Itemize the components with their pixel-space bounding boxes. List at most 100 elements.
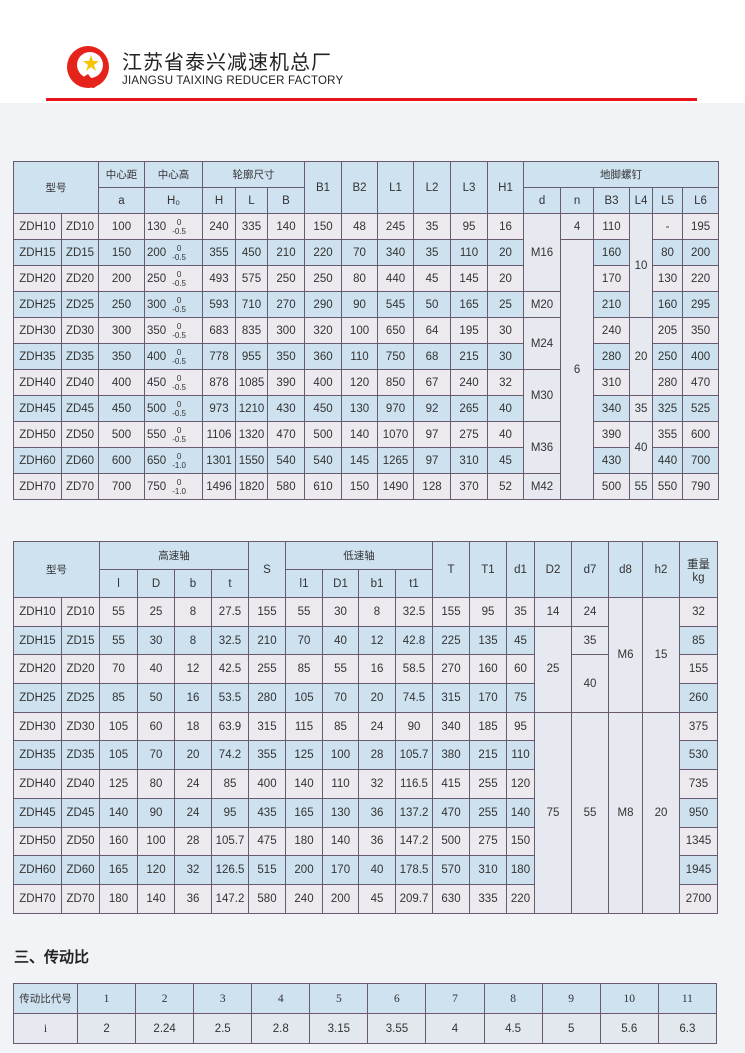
cell-B3: 280: [593, 343, 631, 370]
cell-d8: M8: [608, 711, 643, 914]
cell-zdh: ZDH70: [13, 473, 62, 500]
cell-L5: 355: [652, 421, 684, 448]
cell-L3: 310: [450, 447, 489, 474]
cell-t1: 90: [395, 711, 433, 742]
header-l: l: [99, 569, 138, 598]
cell-d7: 35: [571, 625, 609, 656]
tolerance-upper: 0: [176, 243, 182, 253]
header-high-speed-shaft: 高速轴: [99, 541, 249, 570]
cell-L5: 80: [652, 239, 684, 266]
cell-L2: 35: [413, 239, 452, 266]
ratio-value: 3.15: [309, 1013, 369, 1044]
header-weight-unit: kg: [692, 571, 705, 584]
cell-L2: 97: [413, 447, 452, 474]
tolerance-upper: 0: [176, 425, 182, 435]
cell-zdh: ZDH50: [13, 421, 62, 448]
company-name-cn: 江苏省泰兴减速机总厂: [122, 50, 332, 74]
cell-L5: 550: [652, 473, 684, 500]
tolerance-upper: 0: [176, 295, 182, 305]
cell-L6: 195: [682, 213, 720, 240]
ratio-code: 9: [541, 983, 601, 1014]
h0-tolerance: 0 -0.5: [172, 296, 186, 314]
cell-a: 500: [98, 421, 145, 448]
cell-B1: 250: [304, 265, 343, 292]
cell-T1: 310: [469, 855, 507, 885]
h0-value: 550: [147, 428, 167, 441]
ratio-value: 5.6: [599, 1013, 659, 1044]
cell-T: 570: [432, 855, 470, 885]
cell-kg: 735: [679, 769, 718, 799]
cell-T: 415: [432, 769, 470, 799]
cell-b1: 28: [358, 740, 396, 771]
cell-t: 105.7: [211, 826, 249, 857]
cell-H1: 52: [487, 473, 525, 500]
cell-T: 500: [432, 826, 470, 857]
cell-zdh: ZDH10: [13, 213, 62, 240]
cell-d: M20: [523, 291, 562, 318]
cell-B1: 400: [304, 369, 343, 396]
cell-l: 180: [99, 883, 138, 914]
cell-D1: 200: [322, 883, 359, 914]
cell-zd: ZD60: [61, 447, 99, 474]
cell-zd: ZD10: [61, 213, 99, 240]
header-t: t: [211, 569, 249, 598]
tolerance-upper: 0: [176, 217, 182, 227]
header-L3: L3: [450, 161, 489, 214]
cell-l1: 70: [285, 625, 323, 656]
cell-a: 200: [98, 265, 145, 292]
h0-tolerance: 0 -0.5: [172, 348, 186, 366]
cell-zdh: ZDH30: [13, 317, 62, 344]
cell-zdh: ZDH35: [13, 740, 62, 771]
h0-value: 130: [147, 220, 167, 233]
cell-t: 53.5: [211, 683, 249, 713]
cell-B: 390: [266, 369, 306, 396]
cell-zd: ZD45: [61, 395, 99, 422]
cell-L: 450: [235, 239, 268, 266]
tolerance-lower: -0.5: [172, 252, 186, 262]
header-S: S: [248, 541, 286, 598]
cell-L5: 440: [652, 447, 684, 474]
cell-B: 470: [266, 421, 306, 448]
cell-zdh: ZDH45: [13, 797, 62, 828]
cell-kg: 530: [679, 740, 718, 771]
cell-t: 85: [211, 769, 249, 799]
cell-L5: 160: [652, 291, 684, 318]
cell-L6: 400: [682, 343, 720, 370]
cell-t1: 74.5: [395, 683, 433, 713]
cell-zdh: ZDH40: [13, 369, 62, 396]
cell-T: 340: [432, 711, 470, 742]
cell-b: 28: [174, 826, 212, 857]
tolerance-upper: 0: [176, 477, 182, 487]
header-d1: d1: [506, 541, 535, 598]
cell-D1: 40: [322, 625, 359, 656]
cell-d1: 220: [506, 883, 535, 914]
cell-a: 700: [98, 473, 145, 500]
cell-L6: 200: [682, 239, 720, 266]
cell-L1: 1070: [377, 421, 415, 448]
cell-zdh: ZDH15: [13, 239, 62, 266]
shaft-dimensions-table: 型号 高速轴 S 低速轴 T T1 d1 D2 d7 d8 h2 重量 kg l…: [13, 541, 718, 914]
header-L1: L1: [377, 161, 415, 214]
cell-b1: 40: [358, 855, 396, 885]
header-n: n: [560, 187, 595, 214]
cell-zd: ZD25: [61, 291, 99, 318]
page-header: 江苏省泰兴减速机总厂 JIANGSU TAIXING REDUCER FACTO…: [0, 0, 745, 103]
cell-l: 165: [99, 855, 138, 885]
h0-value: 450: [147, 376, 167, 389]
tolerance-lower: -1.0: [172, 460, 186, 470]
ratio-code: 1: [76, 983, 137, 1014]
h0-value: 500: [147, 402, 167, 415]
cell-kg: 32: [679, 597, 718, 627]
cell-t1: 32.5: [395, 597, 433, 627]
cell-b: 32: [174, 855, 212, 885]
cell-zd: ZD30: [61, 711, 100, 742]
cell-t1: 105.7: [395, 740, 433, 771]
header-T1: T1: [469, 541, 507, 598]
cell-zdh: ZDH40: [13, 769, 62, 799]
cell-h0: 130 0 -0.5: [144, 213, 203, 240]
cell-T: 470: [432, 797, 470, 828]
cell-L: 1085: [235, 369, 268, 396]
cell-L3: 145: [450, 265, 489, 292]
header-H1: H1: [487, 161, 525, 214]
cell-kg: 950: [679, 797, 718, 828]
